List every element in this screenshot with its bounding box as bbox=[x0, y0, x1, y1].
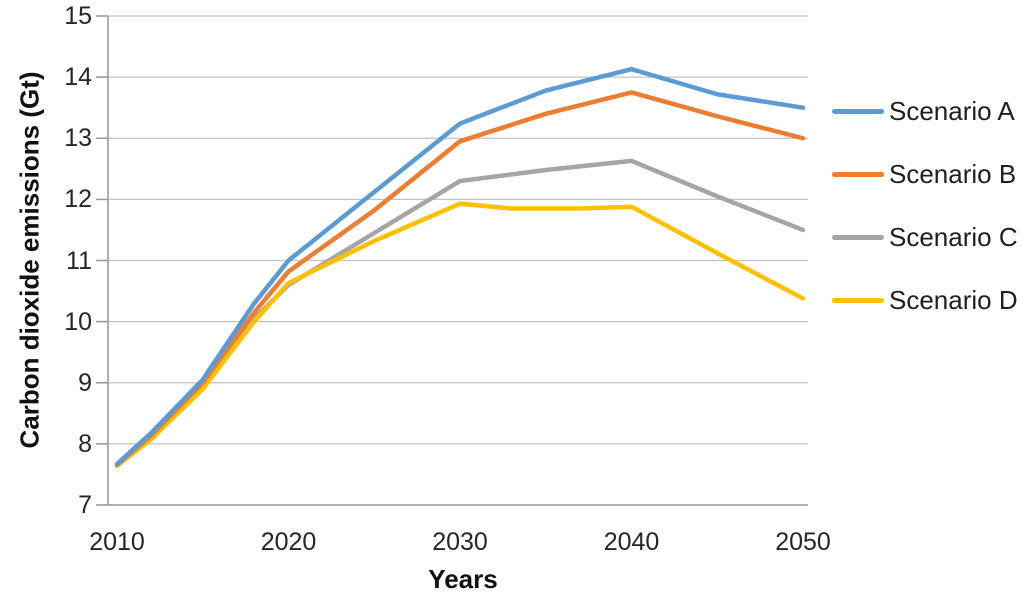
y-tick-label: 7 bbox=[78, 491, 92, 519]
axes bbox=[96, 15, 808, 506]
y-tick-label: 10 bbox=[64, 307, 92, 336]
series-line-scenario-c bbox=[114, 158, 806, 468]
legend-label-scenario-c: Scenario C bbox=[889, 221, 1018, 252]
legend-label-scenario-b: Scenario B bbox=[889, 158, 1017, 189]
legend-item-scenario-b: Scenario B bbox=[832, 154, 1018, 194]
y-tick-label: 14 bbox=[64, 63, 92, 92]
legend-swatch-scenario-a bbox=[832, 108, 884, 114]
y-tick-label: 11 bbox=[66, 246, 92, 275]
y-tick-label: 8 bbox=[78, 429, 92, 458]
legend-swatch-scenario-c bbox=[832, 234, 884, 240]
legend-label-scenario-a: Scenario A bbox=[889, 95, 1015, 126]
y-tick-label: 15 bbox=[64, 2, 92, 30]
x-tick-label: 2030 bbox=[432, 528, 488, 556]
legend-item-scenario-d: Scenario D bbox=[832, 280, 1018, 320]
series-lines bbox=[114, 66, 806, 469]
legend-item-scenario-a: Scenario A bbox=[832, 91, 1018, 131]
series-line-scenario-d bbox=[114, 201, 806, 469]
legend: Scenario A Scenario B Scenario C Scenari… bbox=[832, 91, 1018, 343]
y-tick-label: 9 bbox=[78, 368, 92, 397]
series-line-scenario-b bbox=[114, 90, 806, 467]
y-tick-label: 13 bbox=[64, 124, 92, 153]
x-axis-title: Years bbox=[428, 564, 498, 594]
x-tick-label: 2050 bbox=[775, 528, 831, 556]
x-tick-label: 2040 bbox=[603, 528, 660, 556]
legend-swatch-scenario-b bbox=[832, 171, 884, 177]
gridlines bbox=[108, 15, 808, 506]
x-tick-label: 2020 bbox=[260, 528, 317, 556]
legend-label-scenario-d: Scenario D bbox=[889, 284, 1018, 315]
y-tick-label: 12 bbox=[64, 185, 92, 214]
legend-swatch-scenario-d bbox=[832, 297, 884, 303]
y-axis-title: Carbon dioxide emissions (Gt) bbox=[14, 71, 45, 449]
x-tick-label: 2010 bbox=[89, 528, 145, 556]
legend-item-scenario-c: Scenario C bbox=[832, 217, 1018, 257]
series-line-scenario-a bbox=[114, 66, 806, 467]
